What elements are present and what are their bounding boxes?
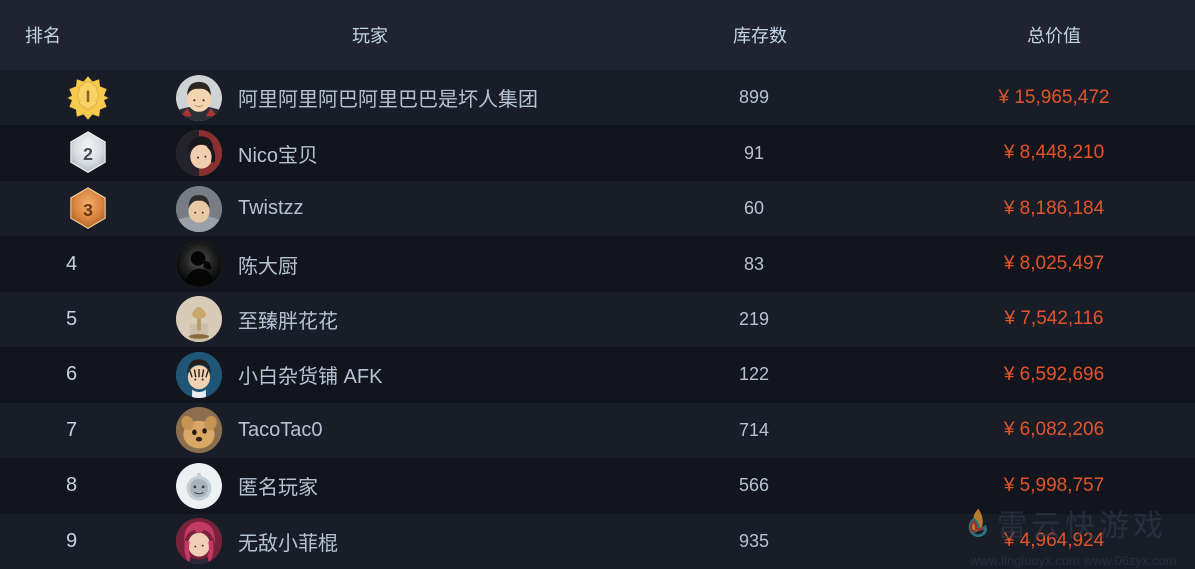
svg-text:3: 3	[83, 200, 93, 220]
svg-text:2: 2	[83, 144, 93, 164]
